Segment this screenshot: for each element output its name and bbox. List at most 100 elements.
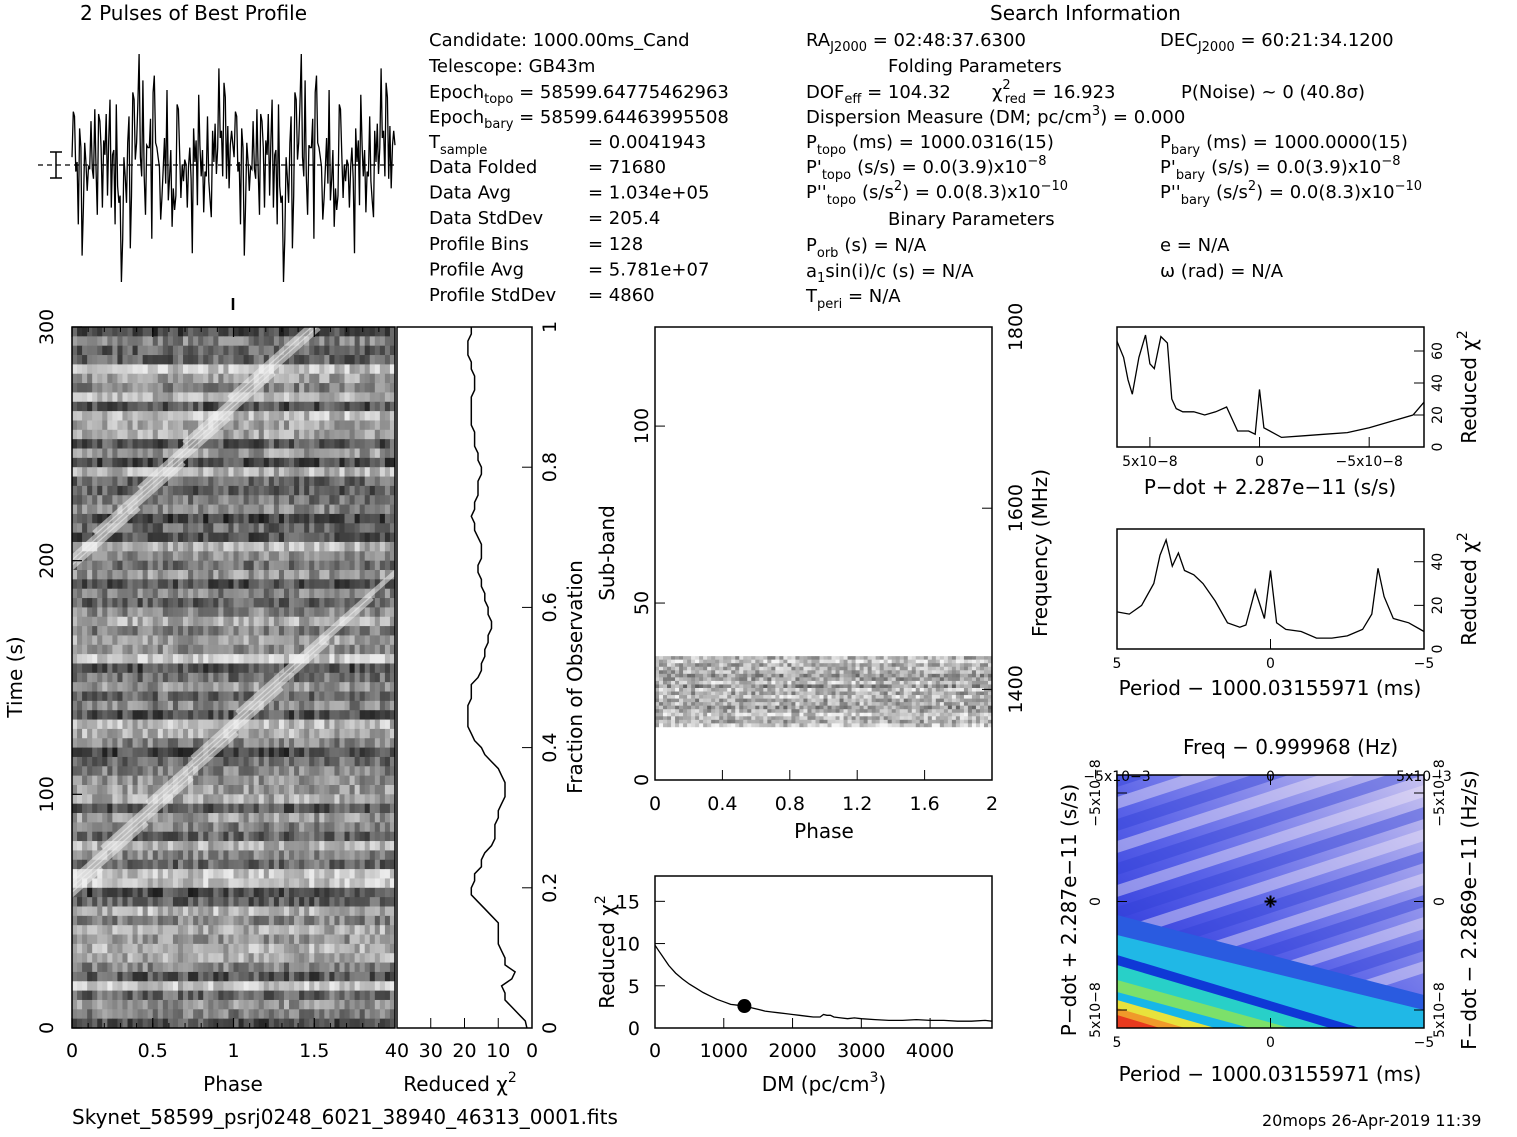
time-phase-cell (274, 411, 279, 421)
time-phase-cell (158, 888, 163, 898)
time-phase-cell (168, 981, 173, 991)
time-phase-cell (193, 813, 198, 823)
time-phase-cell (77, 514, 82, 524)
time-phase-cell (218, 364, 223, 374)
time-phase-cell (77, 449, 82, 459)
time-phase-cell (173, 832, 178, 842)
time-phase-cell (117, 598, 122, 608)
time-phase-cell (294, 953, 299, 963)
time-phase-cell (223, 682, 228, 692)
time-phase-cell (77, 692, 82, 702)
time-phase-cell (375, 935, 380, 945)
time-phase-cell (360, 953, 365, 963)
time-phase-cell (223, 935, 228, 945)
time-phase-cell (355, 1019, 360, 1029)
time-phase-cell (77, 720, 82, 730)
time-phase-cell (269, 832, 274, 842)
time-phase-cell (163, 346, 168, 356)
time-phase-cell (107, 542, 112, 552)
time-phase-cell (143, 617, 148, 627)
time-phase-cell (72, 346, 77, 356)
time-phase-cell (279, 832, 284, 842)
time-phase-cell (264, 832, 269, 842)
time-phase-cell (107, 738, 112, 748)
time-phase-cell (208, 813, 213, 823)
time-phase-cell (375, 449, 380, 459)
time-phase-cell (319, 841, 324, 851)
time-phase-cell (314, 663, 319, 673)
time-phase-cell (168, 701, 173, 711)
time-phase-cell (208, 607, 213, 617)
time-phase-cell (339, 663, 344, 673)
time-phase-cell (304, 897, 309, 907)
time-phase-cell (188, 514, 193, 524)
time-phase-cell (380, 906, 385, 916)
time-phase-cell (188, 402, 193, 412)
time-phase-cell (183, 906, 188, 916)
time-phase-cell (375, 822, 380, 832)
time-phase-cell (203, 514, 208, 524)
time-phase-cell (193, 327, 198, 337)
time-phase-cell (329, 963, 334, 973)
time-phase-cell (319, 495, 324, 505)
time-phase-cell (309, 542, 314, 552)
time-phase-cell (314, 925, 319, 935)
time-phase-cell (304, 561, 309, 571)
time-phase-cell (234, 963, 239, 973)
time-phase-cell (375, 551, 380, 561)
time-phase-cell (269, 346, 274, 356)
time-phase-cell (274, 1000, 279, 1010)
time-phase-cell (163, 551, 168, 561)
time-phase-cell (365, 402, 370, 412)
time-phase-cell (148, 617, 153, 627)
time-phase-cell (279, 1009, 284, 1019)
time-phase-cell (112, 729, 117, 739)
time-phase-cell (163, 991, 168, 1001)
time-phase-cell (92, 841, 97, 851)
time-phase-cell (329, 991, 334, 1001)
time-phase-cell (239, 841, 244, 851)
fraction-axis-label: Fraction of Observation (563, 560, 587, 794)
time-phase-cell (77, 785, 82, 795)
time-phase-cell (193, 355, 198, 365)
time-phase-cell (385, 654, 390, 664)
tsample-label: Tsample (428, 132, 487, 158)
time-phase-cell (239, 449, 244, 459)
time-phase-cell (284, 645, 289, 655)
time-phase-cell (319, 953, 324, 963)
time-phase-cell (87, 645, 92, 655)
time-phase-cell (168, 682, 173, 692)
time-phase-cell (249, 579, 254, 589)
time-phase-cell (234, 925, 239, 935)
time-phase-cell (122, 458, 127, 468)
time-phase-cell (365, 682, 370, 692)
time-phase-cell (143, 663, 148, 673)
time-phase-cell (264, 738, 269, 748)
time-phase-cell (72, 794, 77, 804)
time-phase-cell (128, 383, 133, 393)
time-phase-cell (178, 1009, 183, 1019)
time-phase-cell (365, 607, 370, 617)
time-phase-cell (193, 692, 198, 702)
time-phase-cell (360, 738, 365, 748)
time-phase-cell (223, 561, 228, 571)
time-phase-cell (350, 645, 355, 655)
time-chi2-xlabel: Reduced χ2 (403, 1070, 517, 1096)
time-phase-cell (269, 617, 274, 627)
time-phase-cell (168, 869, 173, 879)
time-phase-cell (223, 626, 228, 636)
time-phase-cell (143, 944, 148, 954)
time-phase-cell (72, 626, 77, 636)
time-phase-cell (92, 953, 97, 963)
fraction-ytick-label: 0.4 (539, 732, 561, 762)
time-phase-cell (299, 972, 304, 982)
time-phase-cell (254, 1009, 259, 1019)
time-phase-cell (213, 645, 218, 655)
time-phase-cell (319, 682, 324, 692)
time-phase-cell (128, 430, 133, 440)
time-phase-cell (153, 1009, 158, 1019)
time-phase-cell (77, 654, 82, 664)
time-phase-cell (133, 589, 138, 599)
time-phase-cell (324, 822, 329, 832)
